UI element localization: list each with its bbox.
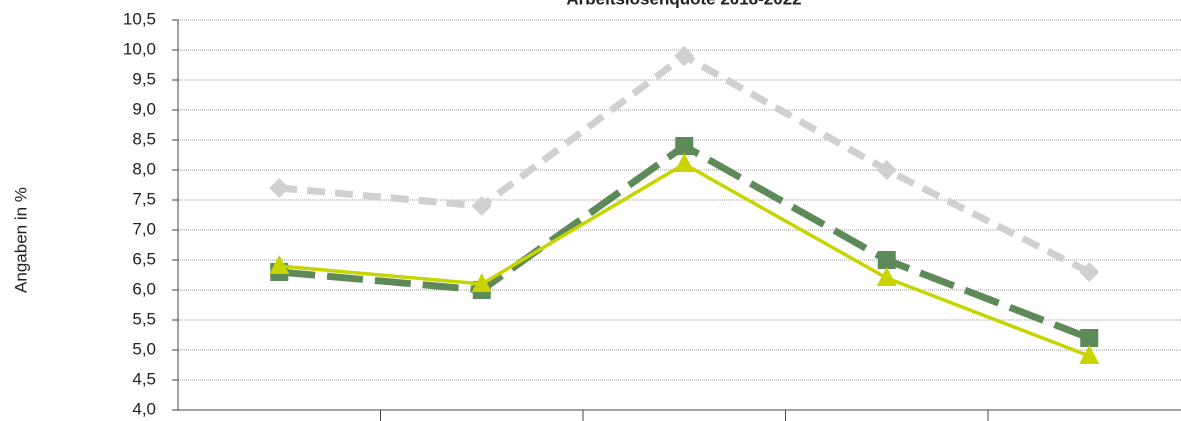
x-tick-label: 2018 bbox=[260, 417, 298, 421]
marker bbox=[1079, 345, 1100, 364]
chart-title: Arbeitslosenquote 2018-2022 bbox=[566, 0, 801, 8]
y-tick-label: 9,5 bbox=[132, 69, 156, 88]
marker bbox=[877, 251, 896, 269]
marker bbox=[269, 178, 290, 198]
y-tick-label: 9,0 bbox=[132, 99, 156, 118]
marker bbox=[876, 267, 897, 286]
marker bbox=[471, 273, 492, 292]
x-tick-label: 2022 bbox=[1070, 417, 1108, 421]
y-tick-label: 10,5 bbox=[123, 9, 156, 28]
marker bbox=[1079, 262, 1100, 282]
y-tick-label: 8,5 bbox=[132, 129, 156, 148]
y-tick-label: 7,5 bbox=[132, 189, 156, 208]
y-axis-label: Angaben in % bbox=[11, 187, 30, 293]
y-tick-label: 5,5 bbox=[132, 309, 156, 328]
y-tick-label: 8,0 bbox=[132, 159, 156, 178]
marker bbox=[674, 153, 695, 172]
y-tick-label: 6,5 bbox=[132, 249, 156, 268]
y-tick-label: 10,0 bbox=[123, 39, 156, 58]
y-tick-label: 6,0 bbox=[132, 279, 156, 298]
y-tick-label: 4,5 bbox=[132, 369, 156, 388]
y-tick-label: 7,0 bbox=[132, 219, 156, 238]
marker bbox=[269, 255, 290, 274]
y-tick-label: 4,0 bbox=[132, 399, 156, 418]
marker bbox=[471, 196, 492, 216]
marker bbox=[675, 137, 694, 155]
marker bbox=[876, 160, 897, 180]
x-tick-label: 2021 bbox=[868, 417, 906, 421]
x-tick-label: 2019 bbox=[463, 417, 501, 421]
marker bbox=[674, 46, 695, 66]
y-tick-label: 5,0 bbox=[132, 339, 156, 358]
marker bbox=[1080, 329, 1099, 347]
x-tick-label: 2020 bbox=[665, 417, 703, 421]
